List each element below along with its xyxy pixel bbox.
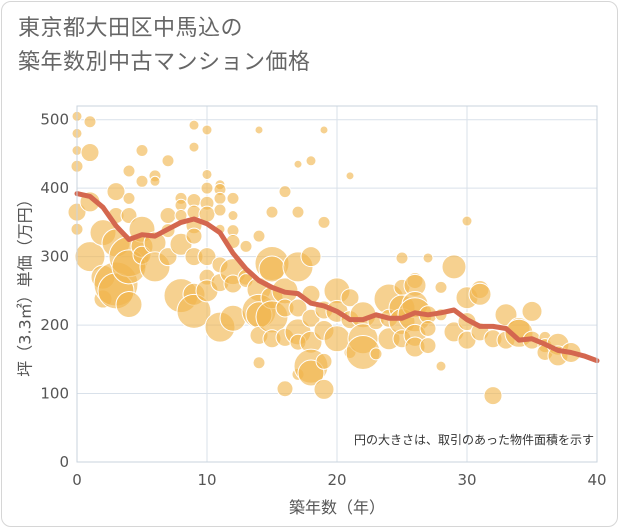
bubble-point bbox=[226, 191, 240, 205]
bubble-point bbox=[149, 175, 161, 187]
x-tick-label: 10 bbox=[197, 471, 216, 489]
x-tick-labels: 0 10 20 30 40 bbox=[72, 471, 606, 489]
bubble-point bbox=[122, 164, 136, 178]
bubble-point bbox=[293, 159, 303, 169]
bubble-point bbox=[395, 251, 409, 265]
bubble-point bbox=[276, 380, 294, 398]
bubble-point bbox=[291, 205, 305, 219]
bubble-point bbox=[188, 119, 200, 131]
bubble-point bbox=[317, 215, 331, 229]
bubble-point bbox=[300, 246, 322, 268]
bubble-point bbox=[435, 360, 447, 372]
y-tick-labels: 0 100 200 300 400 500 bbox=[40, 111, 69, 471]
plot-border bbox=[76, 105, 598, 463]
bubble-point bbox=[340, 288, 360, 308]
bubble-point bbox=[313, 378, 335, 400]
bubble-point bbox=[188, 141, 200, 153]
bubble-point bbox=[115, 291, 143, 319]
trend-line bbox=[74, 191, 600, 364]
bubble-point bbox=[315, 352, 333, 370]
bubble-point bbox=[213, 191, 227, 205]
title-line-1: 東京都大田区中馬込の bbox=[18, 16, 244, 41]
size-note: 円の大きさは、取引のあった物件面積を示す bbox=[354, 432, 594, 447]
bubble-point bbox=[461, 215, 473, 227]
bubble-point bbox=[227, 210, 239, 222]
bubble-point bbox=[369, 347, 383, 361]
bubble-point bbox=[201, 124, 213, 136]
bubble-point bbox=[434, 280, 448, 294]
x-axis-label: 築年数（年） bbox=[289, 498, 385, 517]
bubble-point bbox=[305, 155, 317, 167]
x-tick-label: 20 bbox=[327, 471, 346, 489]
bubble-point bbox=[468, 282, 492, 306]
bubble-point bbox=[213, 203, 227, 217]
bubble-point bbox=[319, 125, 329, 135]
bubble-point bbox=[135, 144, 149, 157]
bubble-point bbox=[201, 168, 213, 180]
bubble-layer bbox=[67, 110, 582, 406]
bubble-point bbox=[419, 337, 437, 355]
bubble-point bbox=[239, 239, 253, 253]
bubble-point bbox=[288, 298, 308, 318]
bubble-point bbox=[252, 229, 266, 243]
bubble-point bbox=[185, 227, 203, 245]
bubble-point bbox=[521, 300, 543, 322]
y-tick-label: 100 bbox=[40, 385, 69, 403]
title-line-2: 築年数別中古マンション価格 bbox=[18, 50, 311, 75]
bubble-point bbox=[197, 247, 217, 267]
bubble-point bbox=[200, 181, 214, 195]
bubble-point bbox=[483, 386, 503, 406]
x-tick-label: 0 bbox=[72, 471, 82, 489]
bubble-point bbox=[252, 356, 266, 370]
bubble-point bbox=[83, 115, 97, 129]
y-tick-label: 400 bbox=[40, 179, 69, 197]
bubble-point bbox=[122, 191, 136, 205]
bubble-point bbox=[159, 207, 177, 225]
bubble-point bbox=[265, 205, 279, 219]
bubble-point bbox=[419, 320, 437, 337]
bubble-point bbox=[176, 293, 212, 329]
bubble-point bbox=[161, 154, 175, 168]
y-tick-label: 500 bbox=[40, 111, 69, 129]
bubble-point bbox=[106, 182, 126, 202]
bubble-point bbox=[422, 252, 434, 264]
y-tick-label: 300 bbox=[40, 248, 69, 266]
bubble-point bbox=[135, 174, 149, 188]
bubble-point bbox=[345, 171, 355, 181]
bubble-point bbox=[278, 185, 292, 199]
y-axis-label: 坪（3.3㎡）単価（万円） bbox=[16, 191, 35, 376]
bubble-point bbox=[80, 143, 100, 163]
chart-title: 東京都大田区中馬込の 築年数別中古マンション価格 bbox=[18, 12, 578, 80]
bubble-point bbox=[254, 125, 264, 135]
bubble-point bbox=[74, 241, 106, 273]
bubble-point bbox=[441, 254, 467, 280]
bubble-point bbox=[158, 247, 178, 267]
y-tick-label: 0 bbox=[59, 453, 69, 471]
x-tick-label: 40 bbox=[587, 471, 606, 489]
y-tick-label: 200 bbox=[40, 316, 69, 334]
x-tick-label: 30 bbox=[457, 471, 476, 489]
